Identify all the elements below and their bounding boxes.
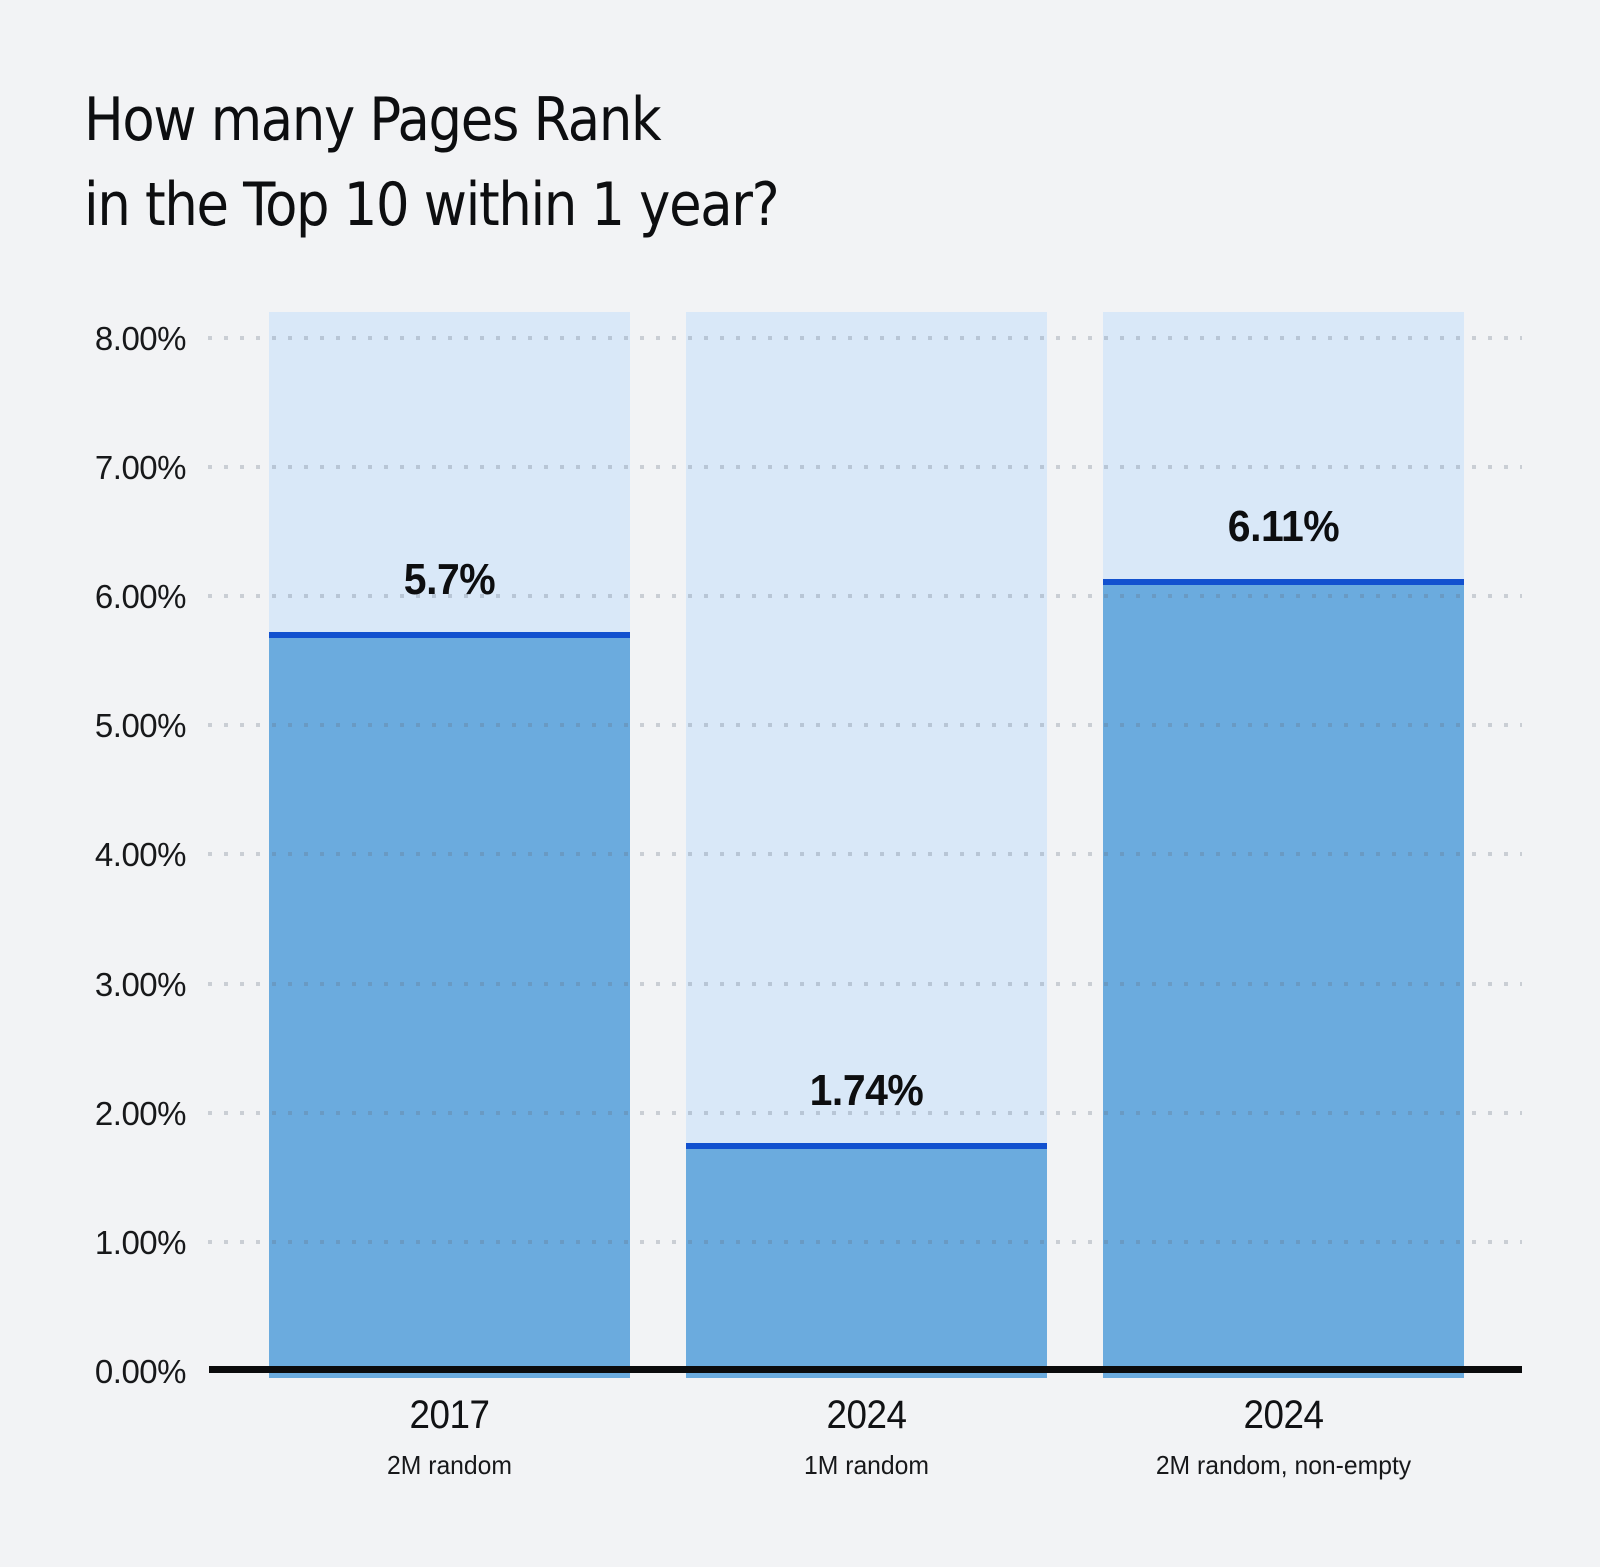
gridline [208, 1110, 1522, 1115]
y-tick-label: 4.00% [94, 836, 187, 874]
y-tick-label: 3.00% [94, 965, 187, 1003]
x-tick-label: 2024 [826, 1393, 907, 1437]
gridline [208, 594, 1522, 599]
chart-title: How many Pages Rank in the Top 10 within… [84, 78, 780, 248]
x-tick-label: 2017 [409, 1393, 490, 1437]
y-tick-label: 1.00% [94, 1223, 187, 1261]
bar-value-label: 5.7% [403, 554, 496, 604]
x-tick-label: 2024 [1243, 1393, 1324, 1437]
gridline [208, 981, 1522, 986]
x-tick-sublabel: 1M random [804, 1450, 929, 1480]
gridline [208, 1239, 1522, 1244]
x-tick-sublabel: 2M random [387, 1450, 512, 1480]
y-tick-label: 0.00% [94, 1353, 187, 1390]
gridline [208, 335, 1522, 340]
bar-value-label: 6.11% [1227, 501, 1340, 551]
chart-title-line-2: in the Top 10 within 1 year? [84, 170, 780, 240]
y-tick-label: 5.00% [94, 707, 187, 745]
bar-value-label: 1.74% [809, 1066, 924, 1116]
y-tick-label: 7.00% [94, 448, 187, 486]
bar [1103, 578, 1464, 1378]
bar [269, 631, 630, 1378]
y-tick-label: 2.00% [94, 1094, 187, 1132]
x-tick-sublabel: 2M random, non-empty [1155, 1450, 1412, 1480]
gridline [208, 464, 1522, 469]
y-tick-label: 8.00% [94, 319, 187, 357]
x-axis-line [209, 1366, 1522, 1373]
y-tick-label: 6.00% [94, 578, 187, 616]
chart-title-line-1: How many Pages Rank [84, 85, 662, 155]
gridline [208, 723, 1522, 728]
bar [686, 1143, 1047, 1378]
gridline [208, 852, 1522, 857]
